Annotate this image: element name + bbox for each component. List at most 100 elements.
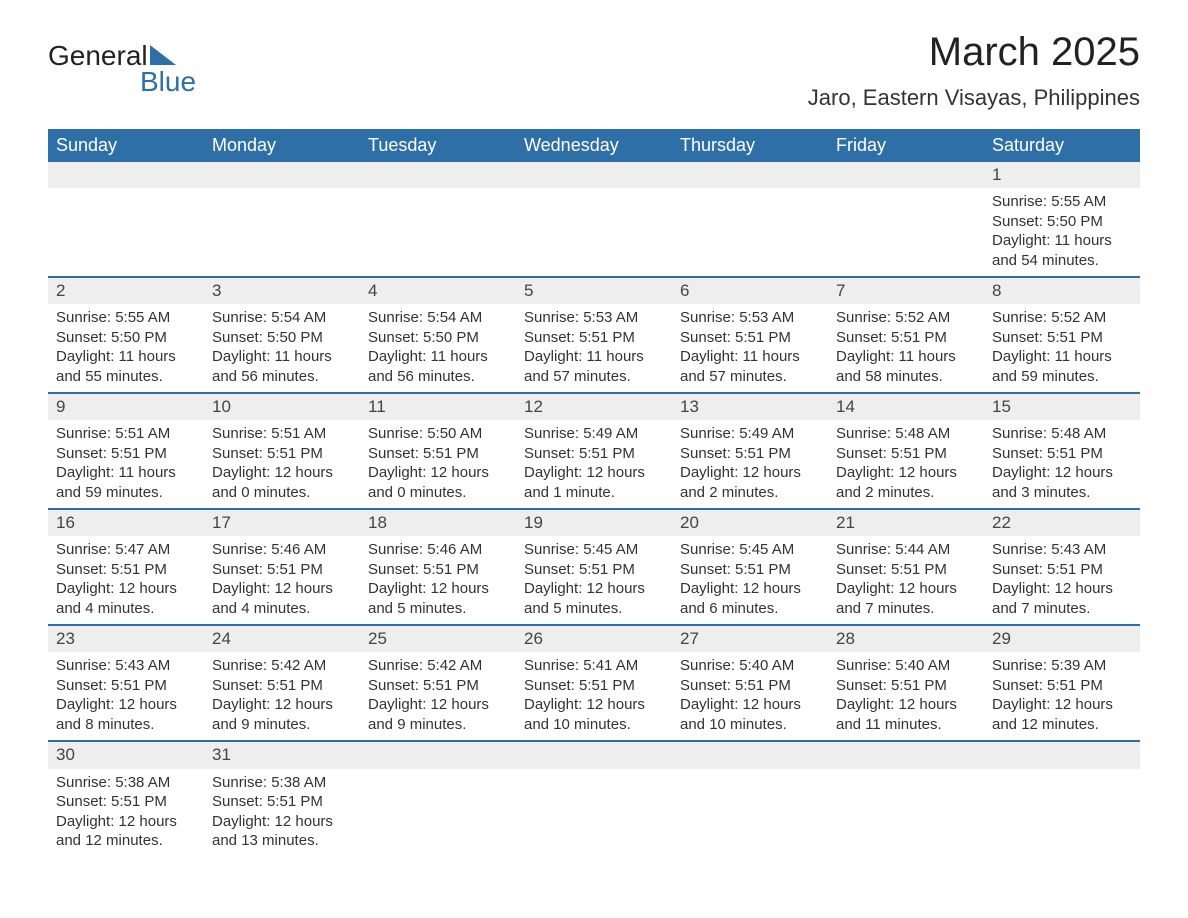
day-cell: Sunrise: 5:55 AMSunset: 5:50 PMDaylight:…	[48, 304, 204, 393]
daylight-text-line1: Daylight: 11 hours	[56, 463, 196, 483]
day-cell: Sunrise: 5:43 AMSunset: 5:51 PMDaylight:…	[984, 536, 1140, 625]
daylight-text-line2: and 56 minutes.	[368, 367, 508, 387]
sunrise-text: Sunrise: 5:43 AM	[56, 656, 196, 676]
day-number-cell	[828, 741, 984, 768]
day-number-cell: 22	[984, 509, 1140, 536]
sunset-text: Sunset: 5:51 PM	[680, 328, 820, 348]
daylight-text-line1: Daylight: 12 hours	[992, 579, 1132, 599]
day-cell	[360, 769, 516, 857]
day-number-cell: 24	[204, 625, 360, 652]
sunrise-text: Sunrise: 5:40 AM	[836, 656, 976, 676]
day-cell: Sunrise: 5:45 AMSunset: 5:51 PMDaylight:…	[516, 536, 672, 625]
sunrise-text: Sunrise: 5:52 AM	[992, 308, 1132, 328]
weekday-header-row: Sunday Monday Tuesday Wednesday Thursday…	[48, 129, 1140, 162]
day-cell: Sunrise: 5:41 AMSunset: 5:51 PMDaylight:…	[516, 652, 672, 741]
sunset-text: Sunset: 5:51 PM	[992, 676, 1132, 696]
sunset-text: Sunset: 5:51 PM	[680, 676, 820, 696]
daylight-text-line2: and 57 minutes.	[524, 367, 664, 387]
day-number-row: 3031	[48, 741, 1140, 768]
daylight-text-line1: Daylight: 12 hours	[992, 695, 1132, 715]
day-number-cell: 29	[984, 625, 1140, 652]
month-title: March 2025	[808, 30, 1140, 75]
daylight-text-line1: Daylight: 12 hours	[680, 579, 820, 599]
sunrise-text: Sunrise: 5:45 AM	[524, 540, 664, 560]
daylight-text-line2: and 5 minutes.	[524, 599, 664, 619]
sunrise-text: Sunrise: 5:51 AM	[212, 424, 352, 444]
day-cell	[360, 188, 516, 277]
daylight-text-line1: Daylight: 12 hours	[524, 579, 664, 599]
daylight-text-line2: and 8 minutes.	[56, 715, 196, 735]
daylight-text-line2: and 7 minutes.	[992, 599, 1132, 619]
day-number-cell	[828, 162, 984, 188]
day-number-row: 23242526272829	[48, 625, 1140, 652]
sunrise-text: Sunrise: 5:49 AM	[680, 424, 820, 444]
sunrise-text: Sunrise: 5:52 AM	[836, 308, 976, 328]
daylight-text-line2: and 3 minutes.	[992, 483, 1132, 503]
sunrise-text: Sunrise: 5:48 AM	[992, 424, 1132, 444]
sunrise-text: Sunrise: 5:53 AM	[524, 308, 664, 328]
daylight-text-line1: Daylight: 12 hours	[56, 812, 196, 832]
sunset-text: Sunset: 5:51 PM	[680, 444, 820, 464]
weekday-header: Sunday	[48, 129, 204, 162]
daylight-text-line2: and 4 minutes.	[212, 599, 352, 619]
day-number-cell: 11	[360, 393, 516, 420]
daylight-text-line1: Daylight: 12 hours	[56, 695, 196, 715]
daylight-text-line1: Daylight: 12 hours	[680, 695, 820, 715]
sunset-text: Sunset: 5:51 PM	[212, 676, 352, 696]
day-cell: Sunrise: 5:40 AMSunset: 5:51 PMDaylight:…	[672, 652, 828, 741]
day-number-cell: 20	[672, 509, 828, 536]
sunrise-text: Sunrise: 5:55 AM	[992, 192, 1132, 212]
sunrise-text: Sunrise: 5:51 AM	[56, 424, 196, 444]
day-cell: Sunrise: 5:54 AMSunset: 5:50 PMDaylight:…	[204, 304, 360, 393]
sunset-text: Sunset: 5:50 PM	[212, 328, 352, 348]
daylight-text-line2: and 2 minutes.	[680, 483, 820, 503]
day-number-cell: 15	[984, 393, 1140, 420]
day-number-cell: 4	[360, 277, 516, 304]
sunrise-text: Sunrise: 5:48 AM	[836, 424, 976, 444]
day-number-cell: 1	[984, 162, 1140, 188]
day-content-row: Sunrise: 5:43 AMSunset: 5:51 PMDaylight:…	[48, 652, 1140, 741]
day-number-cell: 27	[672, 625, 828, 652]
daylight-text-line1: Daylight: 12 hours	[212, 812, 352, 832]
daylight-text-line2: and 7 minutes.	[836, 599, 976, 619]
sunset-text: Sunset: 5:50 PM	[56, 328, 196, 348]
day-number-cell	[984, 741, 1140, 768]
daylight-text-line2: and 56 minutes.	[212, 367, 352, 387]
daylight-text-line1: Daylight: 12 hours	[836, 579, 976, 599]
day-number-cell: 30	[48, 741, 204, 768]
day-number-cell	[672, 162, 828, 188]
day-cell	[672, 769, 828, 857]
daylight-text-line1: Daylight: 12 hours	[212, 695, 352, 715]
weekday-header: Friday	[828, 129, 984, 162]
day-cell: Sunrise: 5:44 AMSunset: 5:51 PMDaylight:…	[828, 536, 984, 625]
day-cell: Sunrise: 5:53 AMSunset: 5:51 PMDaylight:…	[672, 304, 828, 393]
sunrise-text: Sunrise: 5:46 AM	[212, 540, 352, 560]
day-number-cell	[204, 162, 360, 188]
sunrise-text: Sunrise: 5:53 AM	[680, 308, 820, 328]
weekday-header: Wednesday	[516, 129, 672, 162]
day-number-cell: 16	[48, 509, 204, 536]
day-number-cell: 8	[984, 277, 1140, 304]
daylight-text-line1: Daylight: 12 hours	[524, 463, 664, 483]
day-number-cell: 25	[360, 625, 516, 652]
daylight-text-line1: Daylight: 11 hours	[212, 347, 352, 367]
logo: General Blue	[48, 30, 196, 98]
sunrise-text: Sunrise: 5:38 AM	[212, 773, 352, 793]
daylight-text-line2: and 57 minutes.	[680, 367, 820, 387]
daylight-text-line1: Daylight: 11 hours	[836, 347, 976, 367]
daylight-text-line1: Daylight: 12 hours	[368, 579, 508, 599]
day-cell: Sunrise: 5:42 AMSunset: 5:51 PMDaylight:…	[360, 652, 516, 741]
sunrise-text: Sunrise: 5:43 AM	[992, 540, 1132, 560]
day-cell: Sunrise: 5:38 AMSunset: 5:51 PMDaylight:…	[48, 769, 204, 857]
weekday-header: Monday	[204, 129, 360, 162]
day-content-row: Sunrise: 5:47 AMSunset: 5:51 PMDaylight:…	[48, 536, 1140, 625]
day-number-row: 1	[48, 162, 1140, 188]
daylight-text-line1: Daylight: 12 hours	[368, 695, 508, 715]
day-number-cell: 5	[516, 277, 672, 304]
sunset-text: Sunset: 5:51 PM	[992, 560, 1132, 580]
sunrise-text: Sunrise: 5:54 AM	[368, 308, 508, 328]
day-cell: Sunrise: 5:53 AMSunset: 5:51 PMDaylight:…	[516, 304, 672, 393]
day-cell: Sunrise: 5:46 AMSunset: 5:51 PMDaylight:…	[204, 536, 360, 625]
day-cell: Sunrise: 5:48 AMSunset: 5:51 PMDaylight:…	[828, 420, 984, 509]
sunrise-text: Sunrise: 5:54 AM	[212, 308, 352, 328]
